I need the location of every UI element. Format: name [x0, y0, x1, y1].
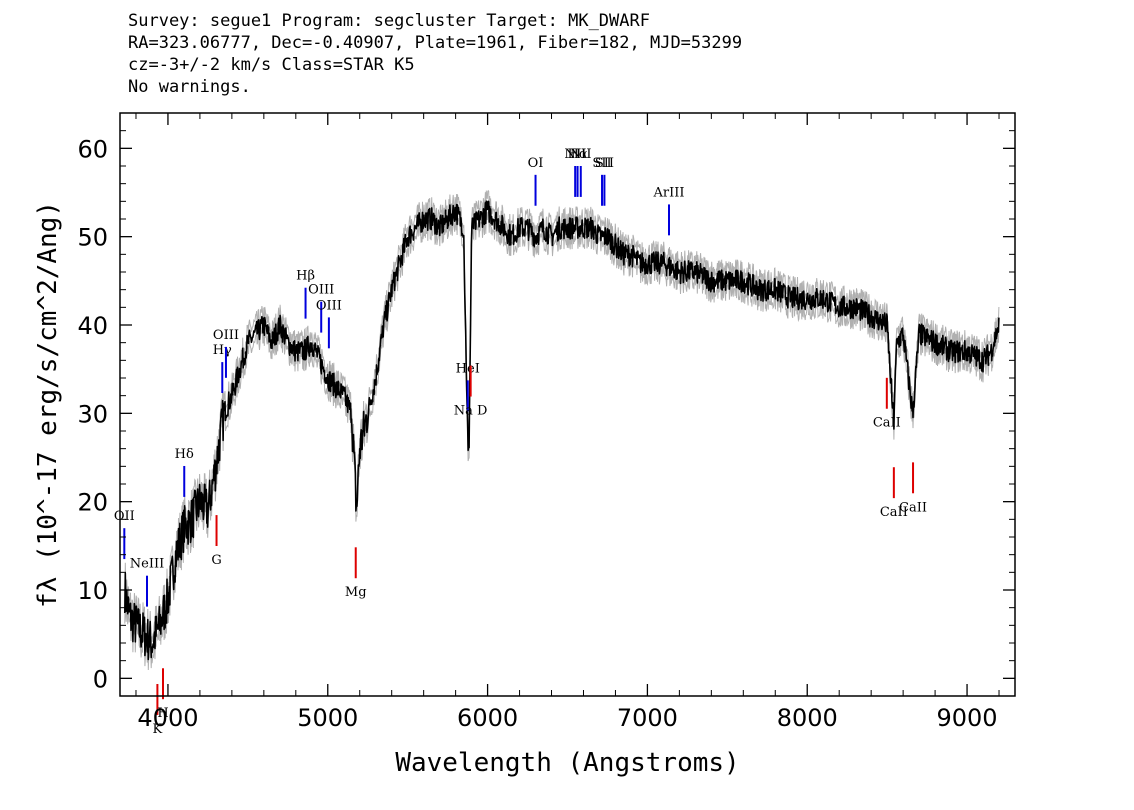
spectrum-header: Survey: segue1 Program: segcluster Targe…: [128, 10, 742, 98]
emission-line-label: SII: [595, 156, 614, 171]
y-axis-ticks: 0 10 20 30 40 50 60: [77, 130, 1015, 693]
emission-line-label: SII: [592, 156, 611, 171]
emission-line-label: OIII: [213, 328, 239, 343]
emission-line-label: ArIII: [652, 185, 684, 200]
y-tick-label: 30: [77, 400, 108, 428]
y-tick-label: 60: [77, 135, 108, 163]
absorption-line-label: K: [153, 722, 163, 737]
emission-line-label: OIII: [316, 298, 342, 313]
x-tick-label: 4000: [137, 704, 198, 732]
header-survey-line: Survey: segue1 Program: segcluster Targe…: [128, 11, 650, 31]
x-tick-label: 5000: [297, 704, 358, 732]
absorption-line-label: H: [157, 706, 168, 721]
x-tick-label: 9000: [937, 704, 998, 732]
plot-frame: [119, 112, 1016, 697]
error-lower: [124, 211, 1000, 671]
x-axis-title: Wavelength (Angstroms): [395, 748, 739, 778]
y-tick-label: 40: [77, 312, 108, 340]
x-axis-ticks: 4000 5000 6000 7000 8000 9000: [135, 113, 1000, 732]
header-coordinates-line: RA=323.06777, Dec=-0.40907, Plate=1961, …: [128, 33, 743, 53]
y-tick-label: 20: [77, 489, 108, 517]
absorption-line-label: CaII: [899, 500, 927, 515]
emission-line-label: NII: [564, 147, 586, 162]
emission-line-label: OI: [528, 156, 544, 171]
y-tick-label: 10: [77, 577, 108, 605]
absorption-line-label: CaII: [880, 505, 908, 520]
x-tick-label: 7000: [617, 704, 678, 732]
y-tick-label: 50: [77, 224, 108, 252]
emission-line-label: Hα: [568, 147, 588, 162]
line-markers: OIINeIIIHδHγOIIIHβOIIIOIIIHeIOINIIHαNIIS…: [114, 147, 927, 737]
emission-line-label: Hβ: [296, 269, 315, 284]
absorption-line-label: CaII: [873, 416, 901, 431]
emission-line-label: Hγ: [213, 343, 232, 358]
spectrum-line: [124, 200, 1000, 661]
emission-line-label: HeI: [456, 361, 480, 376]
absorption-line-label: Mg: [345, 585, 367, 600]
emission-line-label: OIII: [308, 283, 334, 298]
absorption-line-label: G: [211, 553, 221, 568]
error-band: [124, 189, 1000, 671]
y-tick-label: 0: [93, 665, 108, 693]
x-tick-label: 8000: [777, 704, 838, 732]
x-tick-label: 6000: [457, 704, 518, 732]
y-axis-title: fλ (10^-17 erg/s/cm^2/Ang): [33, 201, 63, 608]
error-upper: [124, 189, 1000, 649]
emission-line-label: NII: [570, 147, 592, 162]
emission-line-label: NeIII: [130, 557, 164, 572]
absorption-line-label: Na D: [454, 404, 488, 419]
header-warnings-line: No warnings.: [128, 77, 251, 97]
spectrum-layer: [124, 200, 1000, 661]
emission-line-label: Hδ: [175, 447, 194, 462]
header-redshift-line: cz=-3+/-2 km/s Class=STAR K5: [128, 55, 415, 75]
emission-line-label: OII: [114, 509, 135, 524]
